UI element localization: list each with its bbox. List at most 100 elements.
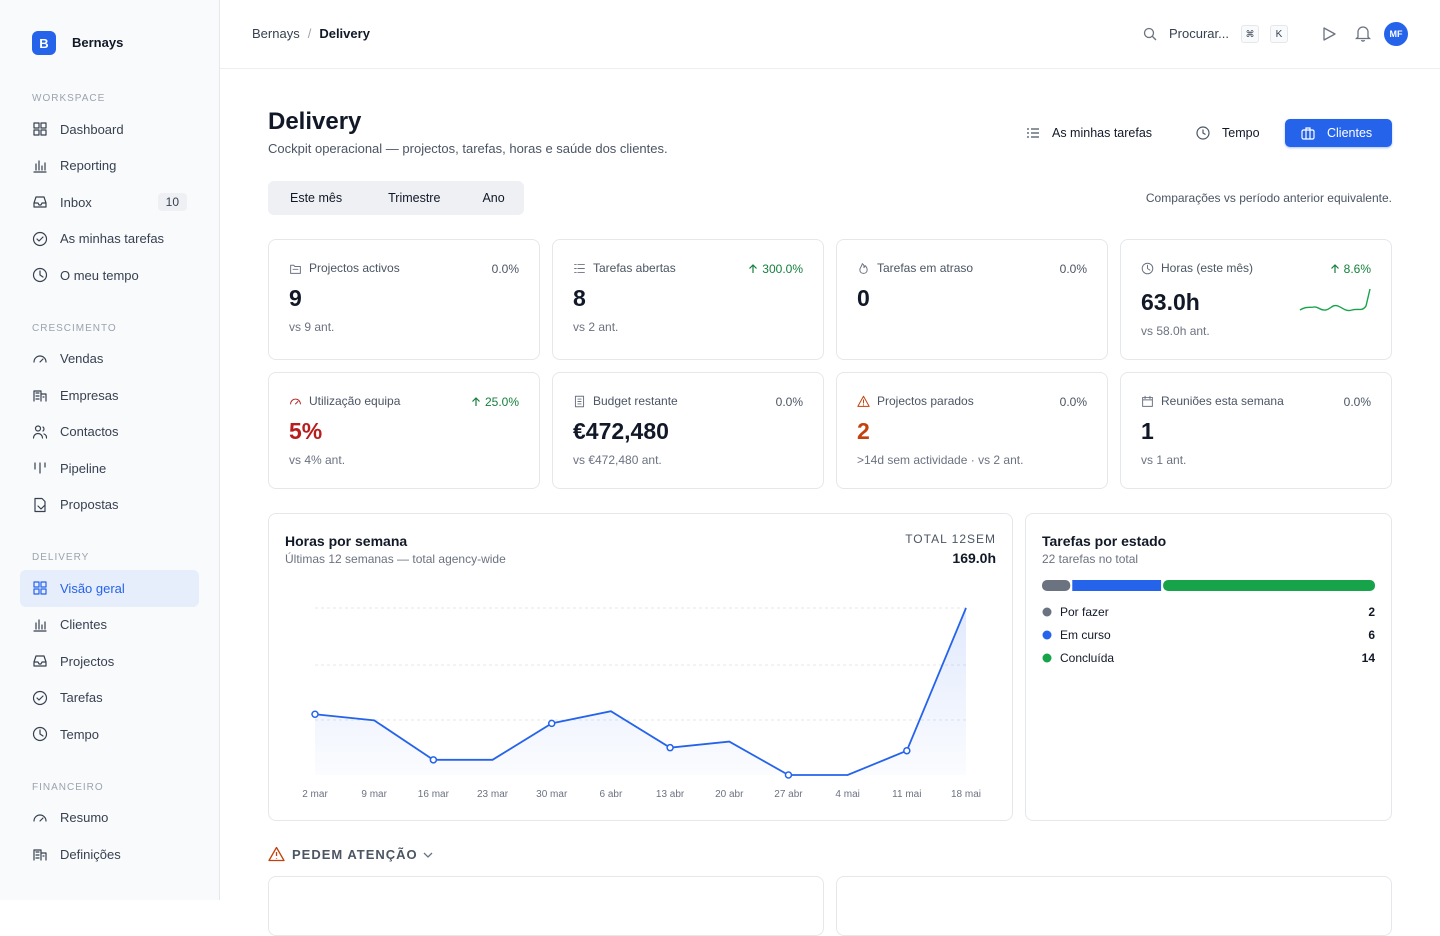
nav-item[interactable]: Resumo: [20, 800, 199, 837]
time-button[interactable]: Tempo: [1184, 119, 1272, 147]
nav-label: Reporting: [60, 158, 116, 173]
kpi-sub: vs €472,480 ant.: [573, 453, 662, 467]
nav-item[interactable]: Visão geral: [20, 570, 199, 607]
kpi-sub: >14d sem actividade · vs 2 ant.: [857, 453, 1023, 467]
x-tick-label: 4 mai: [835, 789, 859, 800]
kpi-label: Budget restante: [573, 394, 678, 408]
sparkline: [1298, 286, 1372, 316]
kpi-change-value: 0.0%: [1060, 395, 1087, 409]
icon-shape: [575, 396, 583, 407]
x-tick-label: 13 abr: [656, 789, 685, 800]
attention-card: [268, 876, 824, 936]
nav-item[interactable]: O meu tempo: [20, 257, 199, 294]
icon-shape: [34, 391, 46, 401]
point: [312, 711, 318, 717]
icon-shape: [34, 691, 47, 704]
icon-shape: [34, 582, 46, 594]
period-option[interactable]: Ano: [482, 191, 504, 205]
notifications[interactable]: [1355, 25, 1371, 42]
point: [785, 772, 791, 778]
nav-item[interactable]: Clientes: [20, 607, 199, 644]
icon-shape: [1142, 263, 1153, 274]
nav-label: Projectos: [60, 654, 114, 669]
nav-item[interactable]: Tarefas: [20, 680, 199, 717]
kpi-value: 5%: [289, 418, 322, 445]
nav-item[interactable]: Tempo: [20, 716, 199, 753]
button-label: Clientes: [1327, 126, 1372, 140]
kpi-change: 0.0%: [1060, 395, 1087, 409]
x-tick-label: 16 mar: [418, 789, 450, 800]
kpi-label-text: Horas (este mês): [1161, 261, 1253, 275]
legend-value: 6: [1368, 628, 1375, 642]
nav-item[interactable]: As minhas tarefas: [20, 221, 199, 258]
x-tick-label: 6 abr: [600, 789, 623, 800]
icon: [32, 424, 48, 440]
nav-label: Tempo: [60, 727, 99, 742]
icon-shape: [34, 620, 46, 631]
crumb[interactable]: Bernays: [252, 26, 300, 41]
icon: [1141, 395, 1154, 408]
attention-title[interactable]: PEDEM ATENÇÃO: [292, 847, 418, 862]
arrow: [1331, 265, 1338, 273]
nav-item[interactable]: Vendas: [20, 341, 199, 378]
brand[interactable]: Bernays: [72, 35, 123, 50]
search[interactable]: Procurar...: [1169, 26, 1229, 41]
period-option[interactable]: Trimestre: [388, 191, 440, 205]
nav-item[interactable]: Dashboard: [20, 111, 199, 148]
icon-shape: [575, 264, 585, 272]
section-title: FINANCEIRO: [0, 778, 219, 798]
kpi-sub: vs 2 ant.: [573, 320, 618, 334]
icon-shape: [858, 396, 869, 406]
kpi-change-value: 0.0%: [1060, 262, 1087, 276]
nav-label: Contactos: [60, 424, 119, 439]
kpi-label: Reuniões esta semana: [1141, 394, 1284, 408]
kpi-sub: vs 4% ant.: [289, 453, 345, 467]
point: [430, 757, 436, 763]
icon-shape: [34, 269, 47, 282]
attention-card: [836, 876, 1392, 936]
play-button[interactable]: [1321, 26, 1337, 42]
status-segment: [1163, 580, 1375, 591]
clients-button[interactable]: Clientes: [1285, 119, 1392, 147]
icon: [32, 351, 48, 367]
nav-item[interactable]: Propostas: [20, 487, 199, 524]
x-tick-label: 23 mar: [477, 789, 509, 800]
icon: [32, 846, 48, 862]
avatar[interactable]: MF: [1384, 22, 1408, 46]
icon-shape: [34, 232, 47, 245]
kpi-change: 8.6%: [1330, 262, 1371, 276]
nav-item[interactable]: Pipeline: [20, 450, 199, 487]
icon-shape: [34, 426, 47, 438]
icon: [573, 262, 586, 275]
icon-shape: [34, 123, 46, 135]
crumb: Delivery: [319, 26, 370, 41]
breadcrumb: Bernays/Delivery: [252, 26, 370, 41]
chevron[interactable]: [423, 850, 433, 860]
nav-item[interactable]: Definições: [20, 836, 199, 873]
kpi-value: 9: [289, 285, 302, 312]
kpi-value: 1: [1141, 418, 1154, 445]
icon-shape: [34, 850, 46, 860]
nav-item[interactable]: Contactos: [20, 414, 199, 451]
kpi-label: Projectos parados: [857, 394, 974, 408]
icon-shape: [291, 399, 301, 404]
nav-label: Definições: [60, 847, 121, 862]
my-tasks-button[interactable]: As minhas tarefas: [1014, 119, 1164, 147]
kpi-label: Projectos activos: [289, 261, 400, 275]
nav-label: Tarefas: [60, 690, 103, 705]
kpi-label-text: Tarefas abertas: [593, 261, 676, 275]
kpi-change: 0.0%: [776, 395, 803, 409]
section-title: CRESCIMENTO: [0, 319, 219, 339]
nav-item[interactable]: Projectos: [20, 643, 199, 680]
nav-item[interactable]: Reporting: [20, 148, 199, 185]
nav-item[interactable]: Empresas: [20, 377, 199, 414]
period-option[interactable]: Este mês: [290, 191, 342, 205]
icon: [32, 617, 48, 633]
